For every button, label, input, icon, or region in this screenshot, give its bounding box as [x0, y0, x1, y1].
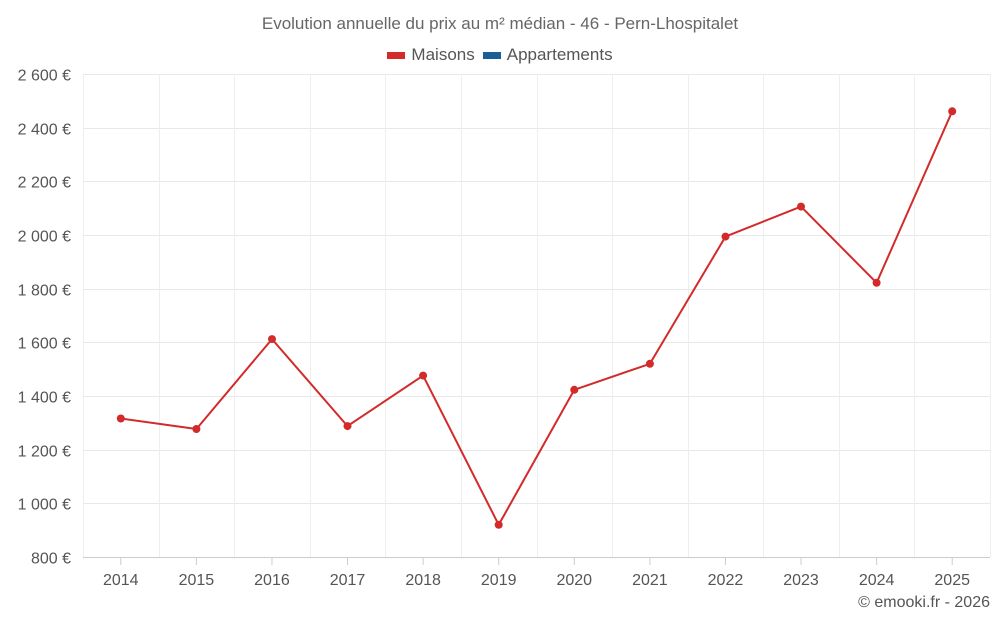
legend-swatch-maisons [387, 51, 406, 59]
y-tick-label: 2 400 € [18, 122, 71, 139]
x-tick-label: 2022 [708, 572, 744, 589]
x-tick-label: 2020 [556, 572, 592, 589]
data-point [570, 385, 579, 394]
y-tick-label: 1 800 € [18, 283, 71, 300]
series-line-maisons [120, 110, 954, 526]
y-tick-label: 800 € [31, 551, 71, 568]
data-point [645, 359, 654, 368]
legend-item-appartements[interactable]: Appartements [482, 45, 613, 65]
y-tick-label: 1 600 € [18, 336, 71, 353]
y-tick-label: 1 200 € [18, 444, 71, 461]
x-tick-label: 2015 [179, 572, 215, 589]
data-point [419, 371, 428, 380]
data-point [268, 335, 276, 344]
x-tick-label: 2023 [783, 572, 819, 589]
x-tick-label: 2017 [330, 572, 366, 589]
x-tick-label: 2014 [103, 572, 139, 589]
x-tick-label: 2024 [859, 572, 895, 589]
data-point [192, 425, 201, 433]
y-tick-label: 1 400 € [18, 390, 71, 407]
data-point [494, 520, 503, 529]
y-tick-label: 2 600 € [18, 68, 71, 85]
legend-item-maisons[interactable]: Maisons [387, 45, 475, 65]
y-tick-label: 2 000 € [18, 229, 71, 246]
x-tick-label: 2016 [254, 572, 290, 589]
chart-title: Evolution annuelle du prix au m² médian … [261, 14, 739, 33]
data-point [343, 422, 352, 431]
data-point [797, 202, 805, 211]
y-tick-label: 2 200 € [18, 175, 71, 192]
legend-label-maisons: Maisons [411, 45, 475, 64]
x-tick-label: 2019 [481, 572, 517, 589]
x-tick-label: 2018 [405, 572, 441, 589]
y-tick-label: 1 000 € [18, 497, 71, 514]
legend-swatch-appartements [482, 51, 501, 59]
x-tick-label: 2021 [632, 572, 668, 589]
credit-text: © emooki.fr - 2026 [858, 594, 990, 611]
x-tick-label: 2025 [934, 572, 970, 589]
data-point [948, 107, 957, 116]
data-point [116, 414, 125, 423]
data-point [721, 232, 730, 241]
chart-legend: Maisons Appartements [0, 45, 1000, 65]
data-point [872, 278, 881, 287]
legend-label-appartements: Appartements [506, 45, 613, 64]
